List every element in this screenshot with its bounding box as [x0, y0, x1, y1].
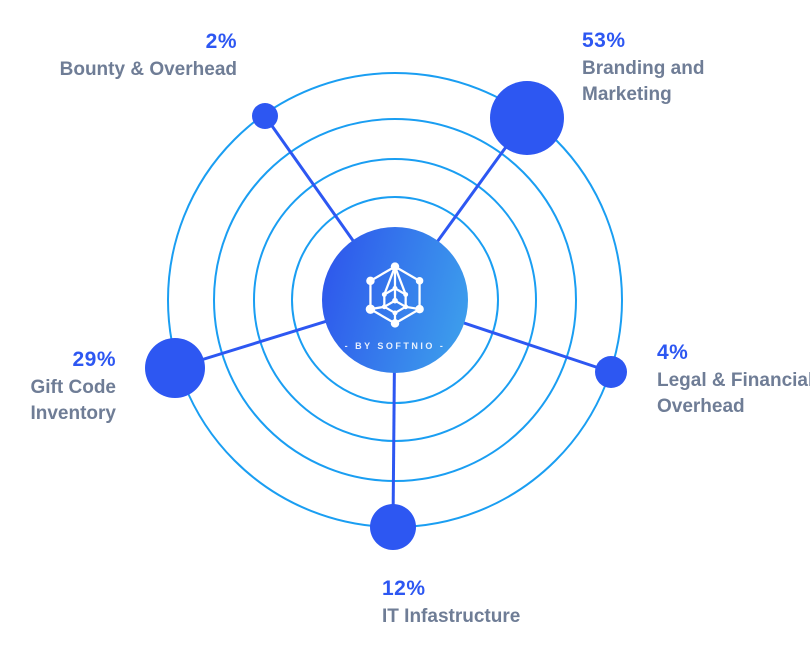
allocation-percent: 12%: [382, 577, 426, 600]
brand-byline: - BY SOFTNIO -: [344, 341, 446, 351]
allocation-dots: [145, 81, 627, 550]
allocation-label-gift: 29% Gift Code Inventory: [16, 348, 116, 427]
token-network-icon: [365, 262, 424, 328]
allocation-name: Gift Code Inventory: [30, 377, 116, 424]
allocation-name: IT Infastructure: [382, 606, 521, 627]
allocation-name: Branding and Marketing: [582, 58, 705, 105]
allocation-name: Bounty & Overhead: [59, 59, 237, 80]
allocation-percent: 53%: [582, 29, 626, 52]
allocation-label-it: 12% IT Infastructure: [382, 577, 520, 630]
allocation-label-branding: 53% Branding and Marketing: [582, 29, 747, 108]
allocation-label-bounty: 2% Bounty & Overhead: [60, 30, 237, 83]
allocation-percent: 4%: [657, 341, 689, 364]
allocation-dot-branding: [490, 81, 564, 155]
allocation-dot-gift: [145, 338, 205, 398]
allocation-name: Legal & Financial Overhead: [657, 370, 810, 417]
allocation-label-legal: 4% Legal & Financial Overhead: [657, 341, 810, 420]
allocation-dot-bounty: [252, 103, 278, 129]
allocation-percent: 2%: [205, 30, 237, 53]
center-badge: - BY SOFTNIO -: [322, 227, 468, 373]
orbit-ring-3: [213, 118, 577, 482]
allocation-dot-legal: [595, 356, 627, 388]
allocation-percent: 29%: [72, 348, 116, 371]
allocation-dot-it: [370, 504, 416, 550]
